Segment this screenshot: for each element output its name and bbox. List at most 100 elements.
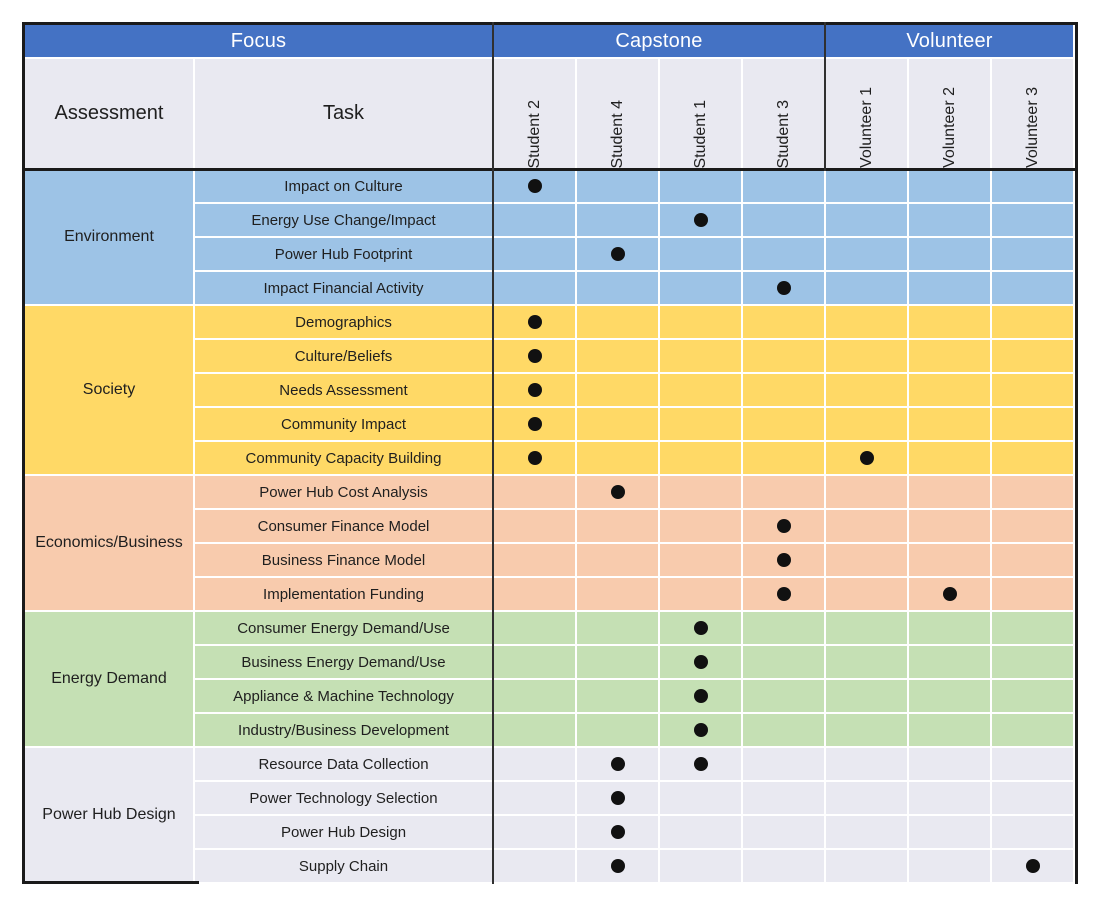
col-header-label: Student 4	[608, 99, 626, 169]
assignment-dot	[693, 689, 708, 703]
task-cell-power-hub-design: Power Hub Design	[195, 816, 494, 850]
mark-cell	[494, 476, 577, 510]
mark-cell	[743, 340, 826, 374]
mark-cell	[577, 612, 660, 646]
mark-cell	[826, 476, 909, 510]
mark-cell	[909, 340, 992, 374]
assignment-dot	[776, 587, 791, 601]
mark-cell	[577, 408, 660, 442]
mark-cell	[743, 272, 826, 306]
mark-cell	[577, 578, 660, 612]
mark-cell	[909, 238, 992, 272]
col-header-label: Volunteer 2	[940, 87, 958, 168]
mark-cell	[577, 816, 660, 850]
task-cell-business-energy-demand-use: Business Energy Demand/Use	[195, 646, 494, 680]
mark-cell	[577, 714, 660, 748]
assignment-dot	[610, 485, 625, 499]
assessment-cell-economics-business: Economics/Business	[25, 476, 195, 612]
mark-cell	[577, 646, 660, 680]
assignment-dot	[610, 859, 625, 873]
col-header-label: Student 2	[525, 99, 543, 169]
mark-cell	[577, 782, 660, 816]
assignment-dot	[776, 519, 791, 533]
mark-cell	[494, 646, 577, 680]
mark-cell	[577, 340, 660, 374]
mark-cell	[743, 170, 826, 204]
mark-cell	[992, 510, 1075, 544]
mark-cell	[826, 748, 909, 782]
assignment-dot	[776, 553, 791, 567]
group-header-focus: Focus	[25, 25, 494, 59]
mark-cell	[826, 850, 909, 884]
mark-cell	[992, 544, 1075, 578]
mark-cell	[909, 374, 992, 408]
mark-cell	[826, 204, 909, 238]
mark-cell	[992, 204, 1075, 238]
task-cell-supply-chain: Supply Chain	[195, 850, 494, 884]
mark-cell	[494, 714, 577, 748]
task-cell-business-finance-model: Business Finance Model	[195, 544, 494, 578]
mark-cell	[826, 170, 909, 204]
mark-cell	[660, 748, 743, 782]
col-header-volunteer-3: Volunteer 3	[992, 59, 1075, 170]
mark-cell	[909, 510, 992, 544]
mark-cell	[743, 680, 826, 714]
task-cell-consumer-energy-demand-use: Consumer Energy Demand/Use	[195, 612, 494, 646]
mark-cell	[826, 714, 909, 748]
mark-cell	[660, 782, 743, 816]
mark-cell	[494, 612, 577, 646]
mark-cell	[826, 646, 909, 680]
assessment-cell-environment: Environment	[25, 170, 195, 306]
assignment-dot	[693, 621, 708, 635]
col-header-label: Volunteer 1	[857, 87, 875, 168]
mark-cell	[743, 578, 826, 612]
task-cell-resource-data-collection: Resource Data Collection	[195, 748, 494, 782]
assignment-dot	[527, 349, 542, 363]
mark-cell	[992, 374, 1075, 408]
mark-cell	[577, 510, 660, 544]
mark-cell	[494, 544, 577, 578]
mark-cell	[743, 782, 826, 816]
mark-cell	[660, 544, 743, 578]
task-column-header: Task	[195, 59, 494, 170]
task-cell-culture-beliefs: Culture/Beliefs	[195, 340, 494, 374]
mark-cell	[743, 238, 826, 272]
mark-cell	[660, 612, 743, 646]
col-header-volunteer-2: Volunteer 2	[909, 59, 992, 170]
task-cell-needs-assessment: Needs Assessment	[195, 374, 494, 408]
mark-cell	[992, 816, 1075, 850]
task-cell-power-hub-footprint: Power Hub Footprint	[195, 238, 494, 272]
assessment-cell-energy-demand: Energy Demand	[25, 612, 195, 748]
mark-cell	[909, 578, 992, 612]
assignment-dot	[527, 179, 542, 193]
mark-cell	[743, 510, 826, 544]
mark-cell	[577, 238, 660, 272]
mark-cell	[743, 442, 826, 476]
mark-cell	[909, 306, 992, 340]
mark-cell	[660, 272, 743, 306]
task-cell-appliance-machine-technology: Appliance & Machine Technology	[195, 680, 494, 714]
task-cell-power-hub-cost-analysis: Power Hub Cost Analysis	[195, 476, 494, 510]
mark-cell	[494, 238, 577, 272]
assignment-dot	[527, 315, 542, 329]
assignment-dot	[859, 451, 874, 465]
mark-cell	[660, 714, 743, 748]
mark-cell	[743, 374, 826, 408]
assignment-dot	[693, 723, 708, 737]
mark-cell	[494, 680, 577, 714]
col-header-label: Student 1	[691, 99, 709, 169]
group-header-volunteer: Volunteer	[826, 25, 1075, 59]
assignment-dot	[527, 451, 542, 465]
assignment-dot	[610, 791, 625, 805]
mark-cell	[494, 408, 577, 442]
mark-cell	[992, 612, 1075, 646]
mark-cell	[660, 340, 743, 374]
mark-cell	[577, 442, 660, 476]
mark-cell	[577, 204, 660, 238]
mark-cell	[494, 510, 577, 544]
mark-cell	[743, 544, 826, 578]
task-cell-power-technology-selection: Power Technology Selection	[195, 782, 494, 816]
mark-cell	[992, 340, 1075, 374]
mark-cell	[494, 340, 577, 374]
mark-cell	[909, 442, 992, 476]
